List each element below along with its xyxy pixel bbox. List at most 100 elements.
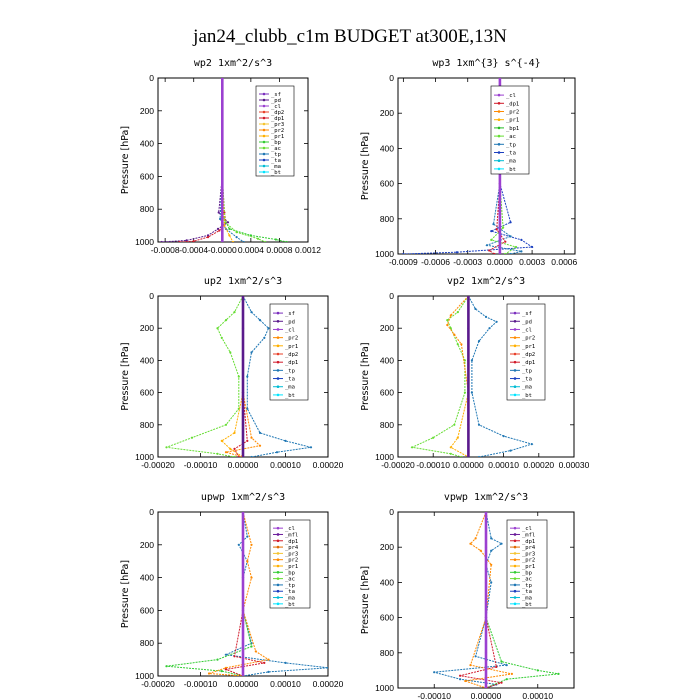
legend-label: _dp1 [522,539,535,545]
data-point [223,224,226,227]
data-point [469,664,472,667]
data-point [241,359,245,362]
data-point [464,679,467,683]
legend-marker [513,385,517,389]
legend-label: _bt [522,602,532,608]
data-point [165,446,168,449]
data-point [509,449,512,452]
legend-label: _tp [285,583,295,589]
legend-label: _bp [285,570,295,576]
legend-label: _tp [285,368,295,374]
data-point [504,252,507,254]
plot-frame [397,295,575,458]
data-point [221,142,224,145]
plot-frame [397,77,576,255]
data-point [267,327,270,330]
data-point [509,235,512,238]
legend-label: _pr2 [522,558,535,564]
data-point [449,452,452,455]
x-tick-label: 0.00000 [228,679,259,689]
data-point [505,678,508,681]
data-point [455,251,459,254]
x-tick-label: -0.0009 [389,257,418,267]
data-point [484,315,488,318]
data-point [221,109,224,112]
legend-label: _dp1 [522,360,535,366]
x-tick-label: -0.00010 [184,679,218,689]
legend-marker [262,128,266,132]
data-point [530,443,533,446]
data-point [309,446,313,449]
data-point [557,672,560,676]
data-point [217,211,220,214]
data-point [216,327,219,330]
series-line-pr2 [465,512,513,688]
legend-marker [497,159,501,162]
data-point [241,296,245,298]
data-point [241,576,245,579]
series-line-pr1 [450,296,469,457]
data-point [504,240,507,243]
legend: _cl _dp1 _pr2 _pr1 _bp1 _ac _tp _ta _ma _bt [490,85,530,175]
legend-label: _cl [522,327,532,333]
data-point [220,439,223,442]
panel-title: vpwp 1xm^2/s^3 [444,492,528,503]
legend-label: _pd [522,319,532,325]
data-point [449,446,452,449]
data-point [224,451,228,454]
data-point [241,455,245,457]
legend-marker [262,140,266,144]
legend-marker [497,151,501,154]
data-point [226,221,230,224]
y-axis-label: Pressure [hPa] [120,126,131,194]
y-tick-label: 1000 [375,249,394,259]
legend-marker [513,377,517,380]
legend-marker [276,526,280,530]
data-point [228,234,231,237]
legend-marker [276,369,280,372]
y-tick-label: 1000 [135,671,154,681]
legend-label: _pr2 [285,336,298,342]
legend-box [255,85,295,177]
data-point [459,674,462,677]
data-point [246,407,249,410]
data-point [402,252,405,254]
x-tick-label: 0.0008 [266,245,292,255]
data-point [495,665,498,669]
data-point [250,645,253,648]
legend-label: _pr4 [522,545,536,551]
data-point [237,375,240,378]
data-point [263,336,266,339]
legend-marker [276,545,280,549]
legend-box [269,519,311,609]
legend-box [490,85,530,175]
data-point [274,238,277,241]
data-point [484,616,488,619]
series-line-pd [161,78,229,242]
data-point [490,537,493,540]
data-point [219,217,222,221]
data-point [492,223,495,226]
legend-label: _ac [522,577,532,583]
data-point [502,226,505,229]
y-axis-label: Pressure [hPa] [360,132,371,200]
legend-marker [276,344,280,348]
data-point [241,609,245,612]
legend-marker [513,583,517,587]
data-point [477,455,481,457]
legend-label: _mfl [522,532,535,538]
data-point [246,535,249,538]
legend-label: _ma [522,385,532,391]
legend-label: _ta [522,589,532,595]
legend-label: _dp1 [271,116,284,122]
legend-box [506,303,546,401]
legend: _sf_pd_cl_dp2_dp1_pr3_pr2_pr1_bp_ac_tp_t… [255,85,295,177]
data-point [456,436,459,439]
data-point [536,669,539,672]
data-point [192,240,195,242]
data-point [246,375,249,378]
data-point [490,549,493,552]
legend-label: _pr2 [271,128,284,134]
legend-marker [497,143,501,146]
